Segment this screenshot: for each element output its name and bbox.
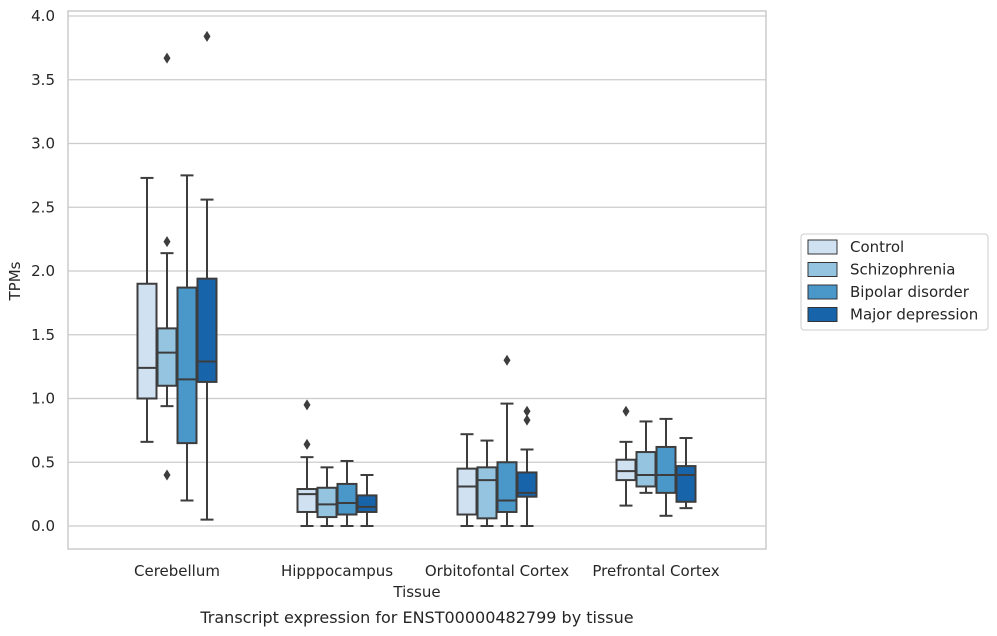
box-control	[296, 399, 318, 527]
box-iqr	[176, 286, 198, 445]
legend-label: Control	[850, 238, 904, 256]
legend: Control Schizophrenia Bipolar disorder Majo…	[800, 233, 989, 331]
y-tick-labels: 0.0 0.5 1.0 1.5 2.0 2.5 3.0 3.5 4.0	[31, 7, 55, 535]
outlier-point	[163, 236, 171, 248]
box-iqr	[675, 465, 697, 503]
legend-label: Bipolar disorder	[850, 283, 970, 301]
box-iqr	[196, 277, 218, 383]
y-axis-label: TPMs	[6, 261, 24, 301]
y-tick-label: 4.0	[31, 7, 55, 25]
y-tick-label: 1.5	[31, 326, 55, 344]
legend-label: Major depression	[850, 306, 978, 324]
box-schizophrenia	[476, 439, 498, 527]
y-tick-label: 2.0	[31, 262, 55, 280]
box-iqr	[456, 467, 478, 516]
box-major-depression	[516, 405, 538, 527]
box-iqr	[615, 458, 637, 482]
legend-swatch	[807, 239, 838, 255]
outlier-point	[163, 52, 171, 64]
legend-frame	[800, 233, 989, 331]
outlier-point	[163, 469, 171, 481]
box-control	[136, 176, 158, 443]
y-tick-label: 2.5	[31, 198, 55, 216]
box-iqr	[296, 488, 318, 513]
box-iqr	[496, 461, 518, 513]
box-major-depression	[356, 474, 378, 527]
outlier-point	[303, 438, 311, 450]
outlier-point	[622, 405, 630, 417]
y-tick-label: 3.0	[31, 135, 55, 153]
box-iqr	[156, 327, 178, 387]
y-tick-label: 3.5	[31, 71, 55, 89]
x-axis-label: Tissue	[392, 583, 440, 601]
outlier-point	[503, 354, 511, 366]
x-tick-label: Prefrontal Cortex	[592, 562, 719, 580]
legend-swatch	[807, 262, 838, 277]
box-iqr	[316, 486, 338, 519]
box-major-depression	[675, 437, 697, 510]
box-iqr	[516, 471, 538, 498]
x-tick-label: Orbitofontal Cortex	[425, 562, 569, 580]
x-tick-label: Hipppocampus	[281, 562, 393, 580]
box-iqr	[356, 494, 378, 513]
boxes	[136, 30, 697, 527]
box-iqr	[635, 451, 657, 488]
box-iqr	[655, 445, 677, 494]
gridlines	[68, 15, 766, 527]
box-bipolar-disorder	[336, 459, 358, 527]
outlier-point	[523, 414, 531, 426]
y-tick-label: 0.5	[31, 453, 55, 471]
x-tick-labels: Cerebellum Hipppocampus Orbitofontal Corte…	[134, 562, 720, 580]
chart-caption: Transcript expression for ENST0000048279…	[199, 608, 633, 627]
outlier-point	[523, 405, 531, 417]
y-tick-label: 1.0	[31, 390, 55, 408]
legend-label: Schizophrenia	[850, 261, 955, 279]
y-tick-label: 0.0	[31, 517, 55, 535]
box-iqr	[476, 466, 498, 520]
outlier-point	[303, 399, 311, 411]
box-iqr	[136, 282, 158, 400]
box-major-depression	[196, 30, 218, 521]
box-schizophrenia	[316, 466, 338, 527]
box-schizophrenia	[635, 420, 657, 494]
legend-swatch	[807, 307, 838, 322]
x-tick-label: Cerebellum	[134, 562, 220, 580]
legend-swatch	[807, 284, 838, 300]
outlier-point	[203, 30, 211, 42]
box-iqr	[336, 482, 358, 516]
